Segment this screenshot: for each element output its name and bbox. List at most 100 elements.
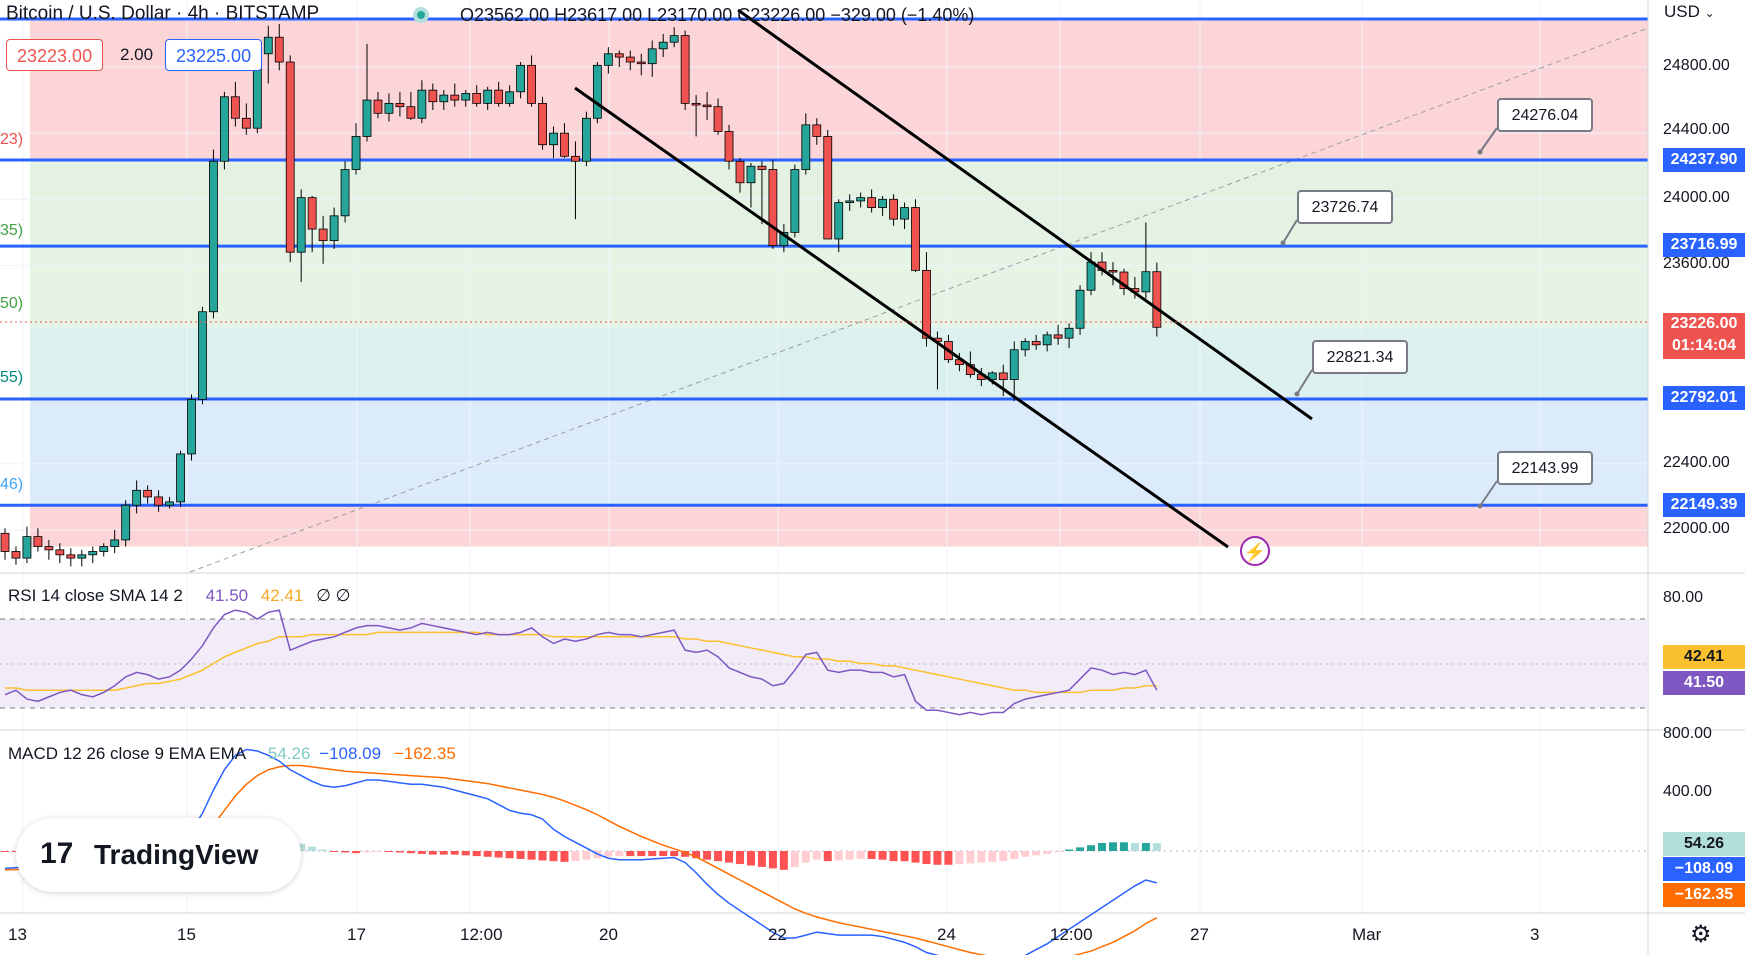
sell-price-button[interactable]: 23223.00	[6, 39, 104, 71]
fib-band-0	[30, 19, 1648, 160]
macd-hist-bar	[461, 851, 470, 856]
macd-hist-bar	[834, 851, 843, 861]
level-pill-2[interactable]: 23716.99	[1663, 233, 1745, 257]
candle-body	[66, 554, 76, 559]
symbol-title[interactable]: Bitcoin / U.S. Dollar · 4h · BITSTAMP	[6, 3, 320, 24]
channel-lower-line[interactable]	[574, 86, 1229, 549]
buy-price-button[interactable]: 23225.00	[165, 39, 263, 71]
candle-body	[1108, 269, 1118, 273]
macd-hist-bar	[659, 851, 668, 857]
candle	[450, 83, 460, 107]
macd-hist-bar	[999, 851, 1008, 862]
candle	[66, 548, 76, 567]
tradingview-logo[interactable]: 17 TradingView	[16, 818, 301, 892]
macd-hist-bar	[363, 851, 372, 853]
callout-price-3[interactable]: 22821.34	[1312, 340, 1408, 374]
rsi-sma-pill: 42.41	[1663, 645, 1745, 669]
candle-body	[998, 372, 1008, 380]
gear-icon[interactable]: ⚙	[1690, 921, 1712, 948]
rsi-title: RSI 14 close SMA 14 2	[8, 586, 183, 605]
callout-anchor	[1280, 240, 1286, 246]
time-axis[interactable]: 13 15 17 12:00 20 22 24 12:00 27 Mar 3	[0, 914, 1648, 955]
candle-body	[592, 64, 602, 119]
candle	[165, 496, 174, 509]
candle-body	[1042, 334, 1052, 346]
callout-anchor	[1477, 503, 1483, 509]
alert-icon-group[interactable]: ⚡	[1240, 536, 1270, 566]
level-pill-4[interactable]: 22149.39	[1663, 493, 1745, 517]
macd-hist-bar	[384, 851, 393, 852]
macd-legend[interactable]: MACD 12 26 close 9 EMA EMA 54.26 −108.09…	[8, 744, 456, 764]
candle	[99, 543, 109, 557]
candle-body	[373, 99, 383, 114]
macd-hist-bar	[692, 851, 701, 859]
candle-body	[143, 489, 153, 498]
macd-hist-bar	[494, 851, 503, 858]
currency-selector[interactable]: USD ⌄	[1664, 2, 1715, 22]
candle-body	[0, 532, 10, 552]
candle-body	[571, 155, 580, 162]
price-tick: 24800.00	[1663, 57, 1730, 74]
candle	[461, 90, 471, 107]
candle	[22, 526, 32, 564]
level-pill-3[interactable]: 22792.01	[1663, 386, 1745, 410]
macd-hist-bar	[1087, 845, 1096, 851]
candle	[384, 93, 394, 122]
macd-hist-bar	[483, 851, 492, 857]
candle	[505, 85, 515, 107]
candle	[362, 43, 372, 142]
fib-band-5	[30, 505, 1648, 547]
fib-label-5: 46)	[0, 476, 24, 493]
macd-hist-bar	[560, 851, 569, 862]
trend-line-dashed[interactable]	[189, 27, 1649, 573]
candle-body	[121, 504, 131, 541]
callout-price-4[interactable]: 22143.99	[1497, 451, 1593, 485]
macd-hist-bar	[867, 851, 876, 859]
candle	[439, 90, 449, 110]
macd-hist-bar	[725, 851, 734, 863]
macd-signal-pill: −162.35	[1663, 883, 1745, 907]
macd-hist-bar	[878, 851, 887, 860]
callout-price-2[interactable]: 23726.74	[1297, 190, 1393, 224]
candle	[198, 306, 207, 405]
candle	[285, 55, 295, 263]
currency-label: USD	[1664, 2, 1700, 21]
candle-body	[22, 536, 32, 559]
candle	[1141, 222, 1151, 299]
level-pill-1[interactable]: 24237.90	[1663, 148, 1745, 172]
time-tick: Mar	[1352, 925, 1382, 944]
candle	[77, 549, 87, 567]
candle-body	[230, 96, 240, 119]
fib-bands	[30, 19, 1648, 547]
candle-body	[209, 160, 218, 313]
candle	[516, 62, 525, 99]
candle	[176, 450, 185, 507]
rsi-legend[interactable]: RSI 14 close SMA 14 2 41.50 42.41 ∅ ∅	[8, 586, 350, 606]
macd-hist-bar	[1076, 847, 1085, 851]
time-tick: 20	[599, 925, 618, 944]
macd-hist-pill: 54.26	[1663, 832, 1745, 856]
price-tick: 22400.00	[1663, 454, 1730, 471]
channel-upper-line[interactable]	[737, 8, 1313, 421]
candle	[143, 485, 153, 504]
lightning-icon	[1240, 536, 1270, 566]
candle	[263, 25, 273, 84]
candle-body	[922, 269, 931, 339]
macd-hist-bar	[297, 843, 306, 851]
candle	[691, 95, 701, 137]
macd-hist-bar	[1065, 849, 1074, 851]
macd-hist-bar	[341, 851, 350, 853]
macd-axis-tick: 800.00	[1663, 725, 1712, 742]
candle-body	[154, 496, 163, 506]
candle-body	[77, 554, 87, 559]
macd-hist-bar	[768, 851, 777, 869]
macd-hist-bar	[373, 851, 382, 852]
candle-body	[428, 89, 438, 103]
rsi-value: 41.50	[205, 586, 249, 605]
rsi-sma-line	[5, 631, 1157, 694]
candle	[571, 141, 580, 220]
callout-price-1[interactable]: 24276.04	[1497, 98, 1593, 132]
macd-hist-bar	[648, 851, 657, 857]
macd-hist-bar	[604, 851, 613, 857]
